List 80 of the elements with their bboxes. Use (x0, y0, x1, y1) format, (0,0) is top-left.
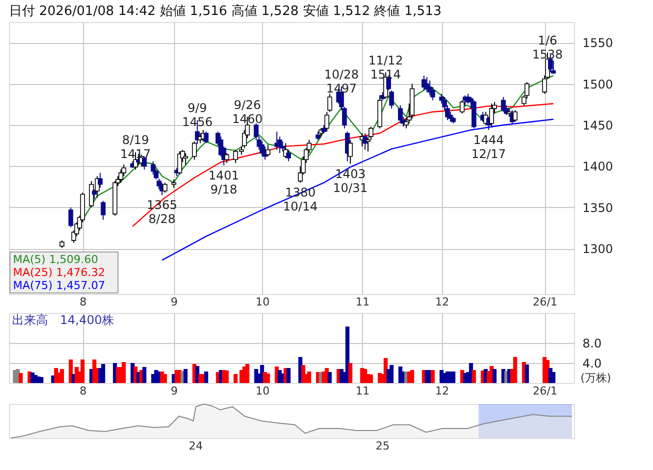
text: MA(5) 1,509.60 (13, 253, 98, 266)
x-tick-label: 11 (356, 296, 370, 308)
annotation: 11/12 1514 (368, 53, 403, 82)
x-tick-label: 8 (80, 296, 87, 308)
y-tick-label: 1450 (582, 118, 614, 133)
candlestick (162, 182, 168, 194)
annotation: 9/26 1460 (232, 98, 263, 126)
y-tick-label: 1550 (582, 36, 614, 50)
bar (328, 372, 332, 383)
annotation: 1444 12/17 (471, 132, 506, 161)
x-tick-label: 10 (256, 384, 270, 398)
candlestick (389, 90, 394, 110)
candlestick (398, 104, 403, 124)
bar (410, 370, 414, 383)
bar (472, 370, 476, 383)
bar (142, 367, 146, 383)
y-axis-title: (万株) (580, 372, 612, 384)
text: MA(25) 1,476.32 (13, 266, 106, 279)
bar (80, 360, 85, 383)
bar (122, 362, 126, 383)
bar (348, 363, 352, 383)
candlestick (500, 96, 506, 112)
candlestick (98, 172, 103, 188)
x-tick-label: 12 (435, 384, 450, 398)
bar (430, 370, 435, 383)
bar (234, 374, 238, 383)
candlestick (183, 152, 188, 166)
x-tick-label: 8 (80, 384, 87, 398)
bar (390, 365, 394, 383)
x-tick-label: 24 (188, 440, 203, 452)
candlestick (348, 139, 353, 164)
chart-title: 日付 2026/01/08 14:42 始値 1,516 高値 1,528 安値 1,512 終値 1,513 (9, 3, 442, 19)
candlestick (266, 144, 270, 157)
candlestick (324, 111, 330, 132)
x-tick-label: 26/1 (532, 384, 558, 398)
candlestick (204, 131, 209, 144)
annotation: 1401 9/18 (208, 168, 240, 196)
y-tick-label: 1400 (582, 160, 614, 174)
x-tick-label: 11 (356, 384, 370, 398)
candlestick (224, 152, 230, 164)
bar (451, 372, 456, 383)
y-tick-label: 1500 (582, 77, 614, 92)
y-tick-label: 1350 (582, 200, 614, 215)
candlestick (68, 206, 74, 228)
bar (39, 377, 44, 383)
x-tick-label: 25 (376, 440, 390, 452)
bar (60, 369, 64, 383)
y-tick-label: 8.0 (582, 336, 602, 350)
text: MA(75) 1,457.07 (13, 279, 106, 292)
bar (286, 368, 291, 383)
x-tick-label: 12 (435, 296, 450, 308)
x-tick-label: 26/1 (532, 296, 558, 308)
bar (551, 372, 556, 383)
bar (18, 373, 23, 383)
candlestick (460, 100, 465, 114)
bar (513, 357, 518, 383)
candlestick (327, 93, 332, 112)
y-tick-label: 4.0 (582, 356, 602, 370)
y-tick-label: 1300 (582, 242, 614, 256)
candlestick (192, 141, 197, 160)
bar (266, 374, 270, 383)
bar (245, 364, 250, 383)
bar (368, 374, 373, 383)
candlestick (368, 126, 374, 140)
bar (524, 364, 529, 383)
candlestick (286, 149, 291, 162)
bar (184, 369, 188, 383)
annotation: 1403 10/31 (333, 166, 368, 195)
bar (101, 364, 106, 383)
x-tick-label: 9 (170, 296, 178, 308)
annotation: 10/28 1497 (324, 67, 359, 96)
chart-title: 出来高 14,400株 (12, 313, 114, 327)
x-tick-label: 10 (256, 296, 270, 308)
bar (492, 369, 497, 383)
bar (162, 374, 167, 383)
bar (345, 326, 350, 383)
x-tick-label: 9 (170, 384, 178, 398)
candlestick (100, 200, 106, 220)
bar (224, 370, 229, 383)
bar (204, 372, 208, 383)
